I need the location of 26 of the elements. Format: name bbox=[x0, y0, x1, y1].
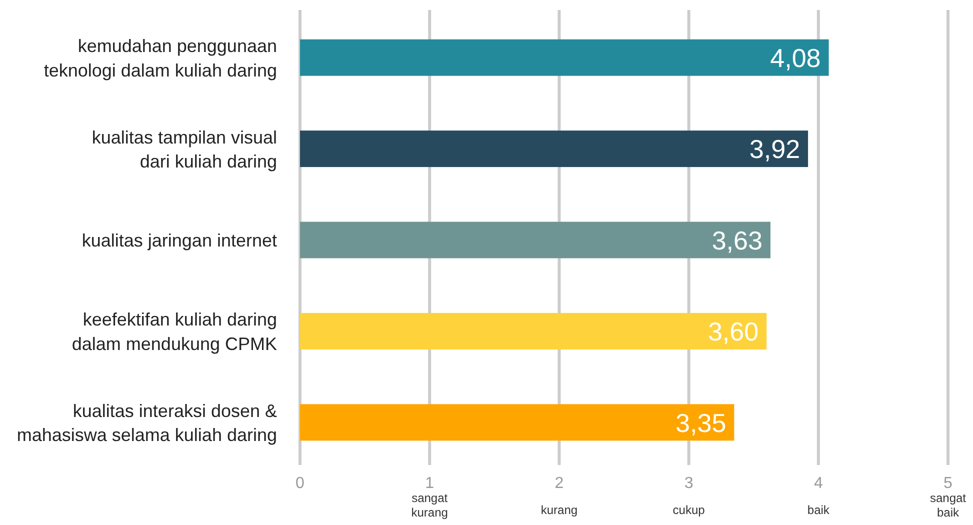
text: baik bbox=[807, 503, 830, 517]
bar bbox=[300, 222, 770, 258]
data-label: 3,92 bbox=[749, 134, 800, 164]
data-label: 4,08 bbox=[770, 42, 821, 73]
y-tick-label: kualitas interaksi dosen & mahasiswa selama kuliah daring bbox=[16, 400, 277, 446]
text: sangat kurang bbox=[411, 491, 448, 520]
x-tick-label: 5 bbox=[944, 475, 953, 492]
bar bbox=[300, 404, 734, 441]
y-tick-label: kualitas jaringan internet bbox=[82, 230, 277, 250]
bar bbox=[300, 39, 829, 76]
y-tick-label: kualitas tampilan visual dari kuliah daring bbox=[92, 127, 277, 172]
text: cukup bbox=[672, 503, 706, 517]
y-tick-label: kemudahan penggunaan teknologi dalam kuliah daring bbox=[44, 36, 277, 80]
data-label: 3,35 bbox=[676, 408, 726, 438]
bar bbox=[300, 130, 808, 168]
x-tick-label: 2 bbox=[554, 475, 564, 492]
x-tick-label: 1 bbox=[425, 475, 434, 492]
text: kurang bbox=[540, 503, 578, 517]
bar bbox=[300, 312, 767, 350]
x-tick-label: 4 bbox=[814, 475, 823, 492]
data-label: 3,63 bbox=[712, 225, 762, 256]
text: sangat baik bbox=[930, 491, 967, 520]
x-tick-label: 0 bbox=[296, 475, 305, 492]
y-tick-label: keefektifan kuliah daring dalam mendukung CPMK bbox=[72, 310, 277, 354]
data-label: 3,60 bbox=[708, 316, 759, 347]
x-tick-label: 3 bbox=[684, 475, 694, 492]
